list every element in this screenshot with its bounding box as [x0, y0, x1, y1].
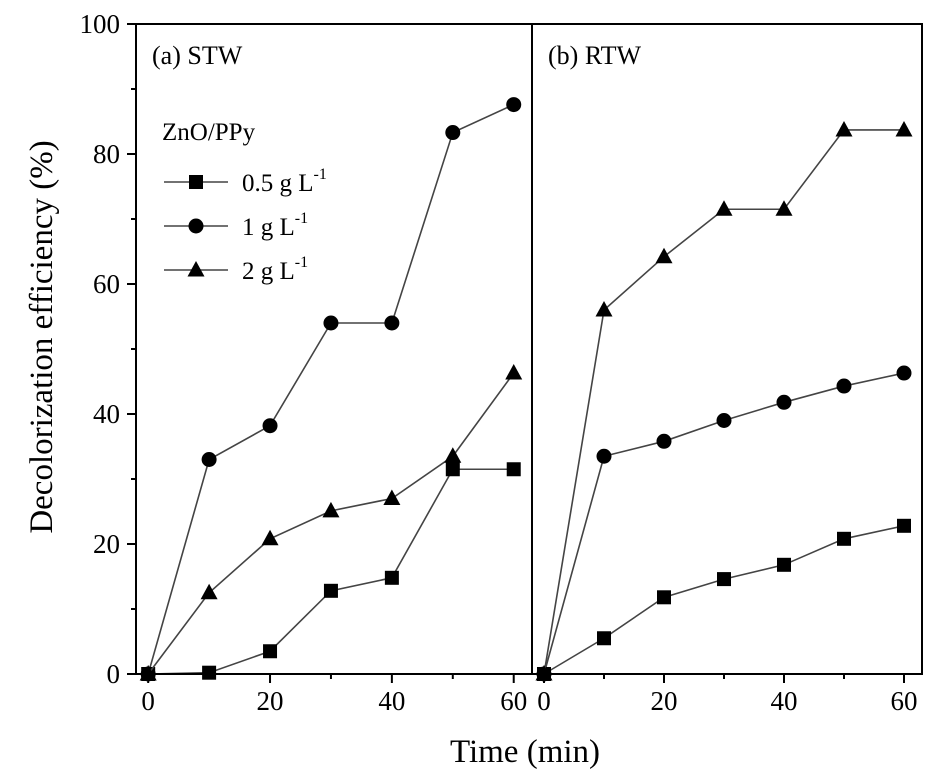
- data-point-triangle: [261, 529, 279, 546]
- data-point-circle: [384, 315, 400, 331]
- legend-marker-square: [189, 175, 203, 189]
- y-tick-label: 0: [107, 659, 121, 689]
- data-point-square: [717, 572, 731, 587]
- data-point-circle: [896, 365, 912, 381]
- data-point-square: [837, 531, 851, 546]
- y-axis-label: Decolorization efficiency (%): [24, 140, 60, 533]
- y-tick-label: 80: [93, 139, 120, 169]
- y-tick-label: 60: [93, 269, 120, 299]
- data-point-triangle: [595, 301, 613, 317]
- panel-label: (a) STW: [152, 41, 243, 70]
- data-point-triangle: [139, 665, 157, 681]
- data-point-triangle: [505, 364, 523, 380]
- y-tick-label: 100: [80, 9, 121, 39]
- x-tick-label: 20: [651, 686, 678, 716]
- legend-entry-label: 2 g L-1: [242, 254, 308, 285]
- legend-title: ZnO/PPy: [162, 119, 256, 146]
- y-tick-label: 40: [93, 399, 120, 429]
- series-line-square: [148, 468, 514, 675]
- x-tick-label: 40: [771, 686, 798, 716]
- data-point-square: [263, 644, 278, 659]
- x-tick-label: 60: [891, 686, 918, 716]
- data-point-triangle: [895, 120, 913, 137]
- data-point-circle: [262, 418, 278, 434]
- data-point-square: [657, 590, 671, 605]
- x-tick-label: 40: [378, 686, 405, 716]
- x-axis-label: Time (min): [450, 734, 600, 770]
- data-point-triangle: [775, 200, 793, 216]
- data-point-circle: [596, 448, 612, 464]
- series-line-square: [543, 525, 905, 675]
- data-point-triangle: [655, 247, 673, 264]
- x-tick-label: 0: [141, 686, 155, 716]
- data-point-square: [506, 462, 521, 477]
- panel-b: (b) RTW: [535, 41, 913, 682]
- panel-label: (b) RTW: [548, 41, 641, 70]
- data-point-square: [445, 462, 460, 477]
- legend: ZnO/PPy 0.5 g L-1 1 g L-1 2 g L-1: [162, 119, 327, 285]
- x-tick-label: 20: [257, 686, 284, 716]
- data-point-circle: [656, 433, 672, 449]
- legend-entry-sup: -1: [295, 254, 308, 271]
- legend-entry-sup: -1: [295, 210, 308, 227]
- legend-marker-circle: [188, 218, 204, 234]
- data-point-circle: [445, 125, 461, 141]
- data-point-triangle: [322, 501, 340, 518]
- data-point-square: [897, 518, 911, 533]
- data-point-square: [777, 557, 791, 572]
- data-point-triangle: [835, 120, 853, 137]
- data-point-circle: [716, 413, 732, 428]
- data-point-square: [597, 631, 611, 646]
- data-point-triangle: [444, 447, 462, 463]
- legend-entry-label: 1 g L-1: [242, 210, 308, 241]
- data-point-triangle: [535, 665, 553, 681]
- data-point-circle: [776, 394, 792, 410]
- legend-entry-label: 0.5 g L-1: [242, 166, 327, 197]
- data-point-circle: [201, 452, 217, 467]
- x-tick-label: 0: [537, 686, 551, 716]
- data-point-circle: [836, 378, 852, 394]
- data-point-triangle: [200, 583, 218, 600]
- data-point-square: [323, 583, 338, 598]
- legend-marker-triangle: [187, 261, 205, 277]
- legend-entry-sup: -1: [314, 166, 327, 183]
- data-point-triangle: [715, 200, 733, 216]
- x-tick-label: 60: [500, 686, 527, 716]
- series-line-triangle: [147, 372, 515, 675]
- y-tick-label: 20: [93, 529, 120, 559]
- data-point-circle: [506, 97, 522, 113]
- data-point-square: [384, 570, 399, 585]
- data-point-square: [202, 665, 217, 680]
- data-point-triangle: [383, 489, 401, 505]
- data-point-circle: [323, 315, 339, 331]
